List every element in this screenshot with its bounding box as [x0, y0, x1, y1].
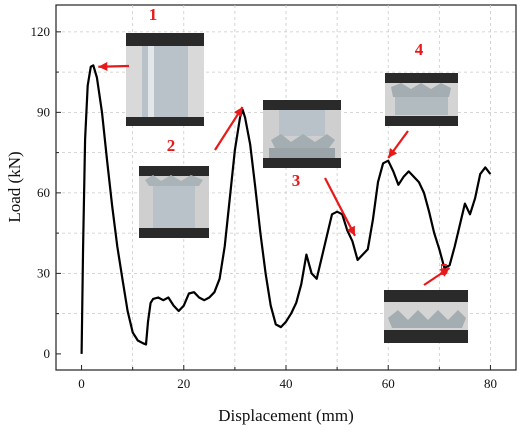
- photo-stage-3-second-fold: [263, 100, 341, 168]
- x-tick-label: 40: [280, 376, 293, 391]
- annotation-label-2: 2: [167, 136, 176, 155]
- photo-stage-5-fully-crushed: [384, 290, 468, 343]
- y-tick-label: 0: [44, 346, 51, 361]
- photo-stage-2-top-folding: [139, 166, 209, 238]
- annotation-arrowhead-2: [233, 106, 243, 117]
- x-tick-label: 0: [78, 376, 85, 391]
- inset-photos: [126, 33, 468, 343]
- annotation-arrowhead-3: [346, 225, 355, 236]
- x-axis-title: Displacement (mm): [218, 406, 354, 425]
- stage-annotations: 12345: [98, 5, 451, 286]
- tick-labels: 0 20 40 60 80 0 30 60 90 120: [31, 24, 497, 391]
- y-tick-label: 90: [37, 104, 50, 119]
- annotation-label-1: 1: [149, 5, 158, 24]
- annotation-label-4: 4: [415, 40, 424, 59]
- annotation-label-3: 3: [292, 171, 301, 190]
- annotation-arrowhead-5: [439, 268, 450, 277]
- photo-stage-4-multiple-folds: [385, 73, 458, 126]
- x-tick-label: 60: [382, 376, 395, 391]
- photo-stage-1-specimen-intact: [126, 33, 204, 126]
- y-tick-label: 60: [37, 185, 50, 200]
- annotation-arrow-3: [324, 177, 356, 237]
- annotation-arrowhead-4: [388, 148, 398, 158]
- y-axis-title: Load (kN): [5, 151, 24, 222]
- x-tick-label: 80: [484, 376, 497, 391]
- annotation-arrowhead-1: [98, 62, 108, 72]
- y-tick-label: 120: [31, 24, 51, 39]
- axis-ticks: [56, 31, 491, 370]
- y-tick-label: 30: [37, 265, 50, 280]
- x-tick-label: 20: [177, 376, 190, 391]
- series-line-load: [80, 64, 492, 354]
